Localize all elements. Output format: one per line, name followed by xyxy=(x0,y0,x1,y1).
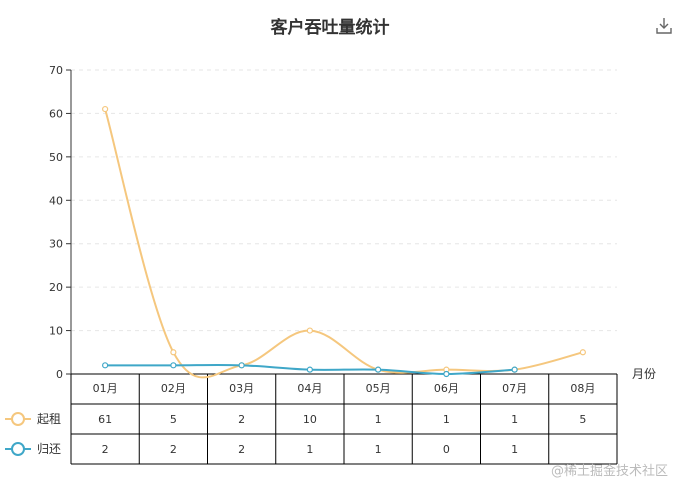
x-tick-label: 06月 xyxy=(434,382,459,395)
x-tick-label: 03月 xyxy=(229,382,254,395)
table-cell-value: 2 xyxy=(238,413,245,426)
table-cell-value: 5 xyxy=(579,413,586,426)
table-cell-value: 1 xyxy=(375,413,382,426)
y-tick-label: 40 xyxy=(49,194,63,207)
legend-item-2[interactable]: 归还 xyxy=(5,442,61,456)
table-cell-value: 1 xyxy=(511,413,518,426)
x-tick-label: 02月 xyxy=(161,382,186,395)
y-tick-label: 10 xyxy=(49,325,63,338)
table-cell-value: 2 xyxy=(102,443,109,456)
data-point[interactable] xyxy=(306,366,313,373)
data-point[interactable] xyxy=(579,349,586,356)
data-point[interactable] xyxy=(511,366,518,373)
chart-title: 客户吞吐量统计 xyxy=(270,17,390,38)
data-point[interactable] xyxy=(170,362,177,369)
table-cell-value: 10 xyxy=(303,413,317,426)
table-cell-value: 1 xyxy=(511,443,518,456)
legend-marker xyxy=(11,412,25,426)
data-point[interactable] xyxy=(238,362,245,369)
table-cell-value: 61 xyxy=(98,413,112,426)
x-tick-label: 01月 xyxy=(93,382,118,395)
watermark: @稀土掘金技术社区 xyxy=(551,463,668,479)
legend-marker xyxy=(11,442,25,456)
table-cell-value: 2 xyxy=(170,443,177,456)
grid xyxy=(71,69,617,332)
x-tick-label: 08月 xyxy=(570,382,595,395)
legend-item-1[interactable]: 起租 xyxy=(5,412,61,426)
table-cell-value: 1 xyxy=(306,443,313,456)
download-button[interactable] xyxy=(656,18,672,34)
data-point[interactable] xyxy=(306,327,313,334)
table-cell-value: 0 xyxy=(443,443,450,456)
table-cell-value: 1 xyxy=(443,413,450,426)
legend-label: 起租 xyxy=(37,412,61,426)
table-cell-value: 5 xyxy=(170,413,177,426)
legend-label: 归还 xyxy=(37,442,61,456)
data-point[interactable] xyxy=(170,349,177,356)
data-point[interactable] xyxy=(443,370,450,378)
x-axis-name: 月份 xyxy=(632,367,656,381)
data-point[interactable] xyxy=(102,362,109,369)
y-axis: 0 10 20 30 40 50 60 70 xyxy=(49,64,72,381)
y-tick-label: 50 xyxy=(49,151,63,164)
y-tick-label: 20 xyxy=(49,281,63,294)
x-tick-label: 04月 xyxy=(297,382,322,395)
y-tick-label: 0 xyxy=(56,368,63,381)
series-group xyxy=(102,105,586,379)
table-cell-value: 2 xyxy=(238,443,245,456)
data-point[interactable] xyxy=(102,105,109,113)
x-tick-label: 05月 xyxy=(366,382,391,395)
table-cell-value: 1 xyxy=(375,443,382,456)
y-tick-label: 60 xyxy=(49,107,63,120)
y-tick-label: 30 xyxy=(49,238,63,251)
data-point[interactable] xyxy=(375,366,382,373)
download-icon xyxy=(656,18,672,34)
y-tick-label: 70 xyxy=(49,64,63,77)
x-tick-label: 07月 xyxy=(502,382,527,395)
